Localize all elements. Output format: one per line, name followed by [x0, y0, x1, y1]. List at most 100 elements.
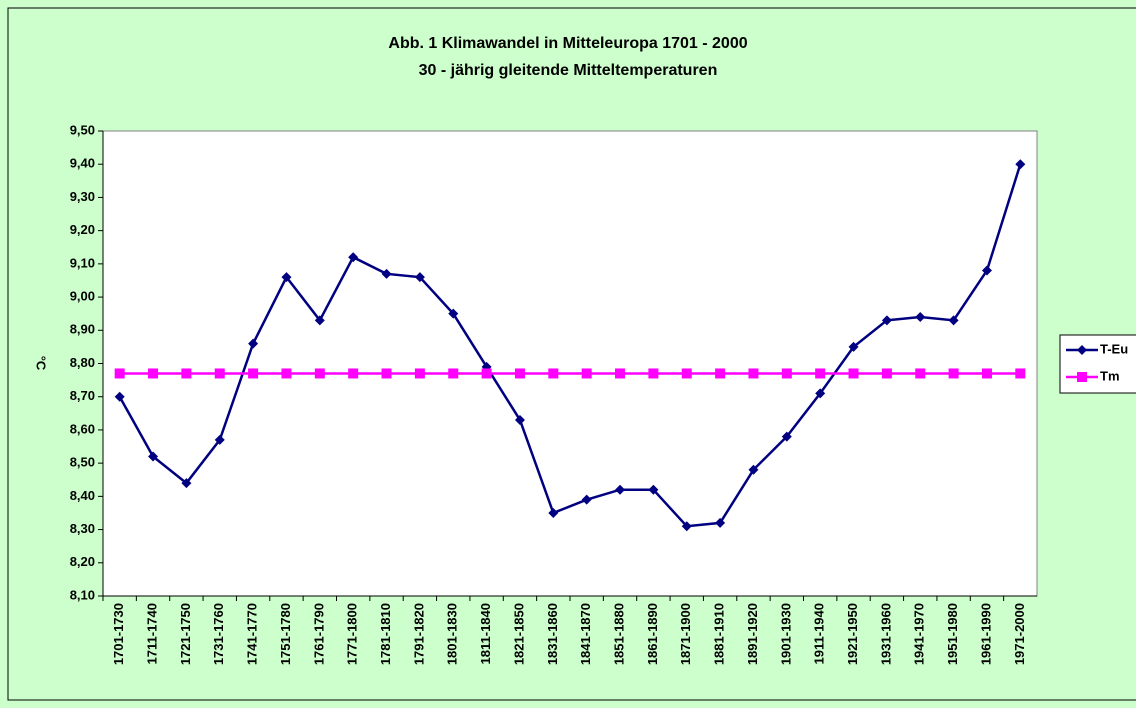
point: [214, 434, 225, 445]
point: [514, 414, 525, 425]
x-tick-label: 1701-1730: [111, 603, 126, 665]
x-tick-label: 1761-1790: [311, 603, 326, 665]
y-tick-label: 8,50: [70, 455, 95, 470]
y-tick-label: 8,20: [70, 554, 95, 569]
point: [848, 368, 859, 379]
x-tick-label: 1881-1910: [712, 603, 727, 665]
x-tick-label: 1961-1990: [978, 603, 993, 665]
x-tick-label: 1941-1970: [912, 603, 927, 665]
point: [848, 341, 859, 352]
point: [681, 521, 692, 532]
point: [381, 268, 392, 279]
legend-box: [1059, 334, 1136, 394]
legend-label: T-Eu: [1100, 341, 1128, 356]
point: [348, 252, 359, 263]
point: [214, 368, 225, 379]
point: [915, 312, 926, 322]
point: [915, 368, 926, 379]
x-tick-label: 1711-1740: [144, 603, 159, 664]
point: [281, 272, 292, 283]
point: [314, 315, 325, 326]
point: [448, 308, 459, 319]
point: [748, 464, 759, 475]
point: [781, 368, 792, 379]
point: [715, 368, 726, 379]
point: [181, 478, 192, 489]
legend-marker: [1077, 345, 1087, 355]
y-tick-label: 9,30: [70, 189, 95, 204]
point: [881, 315, 892, 326]
y-tick-label: 8,90: [70, 322, 95, 337]
point: [514, 368, 525, 379]
point: [1015, 368, 1026, 379]
point: [948, 368, 959, 379]
y-tick-label: 9,20: [70, 222, 95, 237]
point: [748, 368, 759, 379]
point: [481, 368, 492, 379]
point: [781, 431, 792, 442]
x-tick-label: 1871-1900: [678, 603, 693, 665]
point: [281, 368, 292, 379]
point: [581, 368, 592, 379]
y-tick-label: 8,10: [70, 587, 95, 602]
point: [448, 368, 459, 379]
point: [248, 368, 259, 379]
x-tick-label: 1851-1880: [611, 603, 626, 665]
point: [148, 451, 159, 462]
chart-border: [7, 7, 1136, 701]
point: [414, 272, 425, 283]
chart-title: Abb. 1 Klimawandel in Mitteleuropa 1701 …: [388, 35, 747, 52]
point: [248, 338, 259, 349]
point: [948, 315, 959, 326]
y-tick-label: 8,80: [70, 355, 95, 370]
point: [581, 494, 592, 505]
x-tick-label: 1741-1770: [245, 603, 260, 665]
x-tick-label: 1951-1980: [945, 603, 960, 665]
y-tick-label: 8,60: [70, 421, 95, 436]
point: [548, 368, 559, 379]
point: [881, 368, 892, 379]
y-tick-label: 9,40: [70, 156, 95, 171]
point: [548, 507, 559, 518]
point: [615, 484, 626, 495]
x-tick-label: 1971-2000: [1012, 603, 1027, 665]
x-tick-label: 1891-1920: [745, 603, 760, 665]
chart-subtitle: 30 - jährig gleitende Mitteltemperaturen: [419, 62, 718, 79]
x-tick-label: 1721-1750: [178, 603, 193, 665]
x-tick-label: 1841-1870: [578, 603, 593, 665]
point: [148, 368, 159, 379]
y-tick-label: 8,30: [70, 521, 95, 536]
point: [981, 265, 992, 276]
x-tick-label: 1831-1860: [545, 603, 560, 665]
point: [181, 368, 192, 379]
x-tick-label: 1801-1830: [445, 603, 460, 665]
point: [615, 368, 626, 379]
y-tick-label: 9,00: [70, 289, 95, 304]
y-tick-label: 8,40: [70, 488, 95, 503]
point: [414, 368, 425, 379]
point: [314, 368, 325, 379]
x-tick-label: 1751-1780: [278, 603, 293, 665]
x-tick-label: 1911-1940: [812, 603, 827, 664]
point: [114, 391, 125, 402]
x-tick-label: 1931-1960: [878, 603, 893, 665]
point: [114, 368, 125, 379]
x-tick-label: 1811-1840: [478, 603, 493, 664]
x-tick-label: 1791-1820: [411, 603, 426, 665]
point: [681, 368, 692, 379]
x-tick-label: 1861-1890: [645, 603, 660, 665]
point: [1015, 159, 1026, 170]
point: [715, 517, 726, 528]
point: [648, 368, 659, 379]
y-tick-label: 9,50: [70, 122, 95, 137]
x-tick-label: 1901-1930: [778, 603, 793, 665]
point: [981, 368, 992, 379]
point: [348, 368, 359, 379]
point: [815, 368, 826, 379]
point: [381, 368, 392, 379]
legend-label: Tm: [1100, 368, 1120, 383]
legend-marker: [1077, 372, 1087, 382]
x-tick-label: 1921-1950: [845, 603, 860, 665]
